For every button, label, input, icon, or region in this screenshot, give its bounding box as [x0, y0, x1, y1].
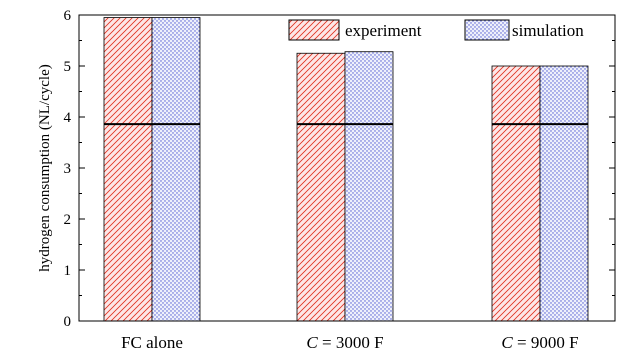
- x-tick-label-3: C = 9000 F: [501, 333, 578, 352]
- x-tick-label-2: C = 3000 F: [306, 333, 383, 352]
- y-tick-label: 6: [64, 8, 72, 24]
- legend-item-simulation: simulation: [464, 19, 584, 41]
- bar-experiment-3: [491, 65, 541, 322]
- legend-item-experiment: experiment: [288, 19, 422, 41]
- x-axis: FC alone C = 3000 F C = 9000 F: [121, 333, 579, 352]
- bar-simulation-2: [344, 51, 394, 322]
- y-tick-label: 4: [64, 110, 72, 126]
- bar-experiment-2: [296, 52, 346, 322]
- y-tick-label: 0: [64, 314, 72, 330]
- bar-simulation-1: [151, 17, 201, 322]
- y-tick-label: 3: [64, 161, 72, 177]
- x-tick-label-1: FC alone: [121, 333, 183, 352]
- y-axis: 0 1 2 3 4 5 6: [64, 8, 615, 330]
- y-tick-label: 1: [64, 263, 72, 279]
- y-axis-title: hydrogen consumption (NL/cycle): [37, 64, 53, 271]
- legend-swatch-experiment: [288, 19, 340, 41]
- bar-experiment-1: [103, 17, 153, 322]
- legend-label-experiment: experiment: [345, 21, 422, 40]
- bar-simulation-3: [539, 65, 589, 322]
- y-tick-label: 5: [64, 59, 72, 75]
- bars-layer: [103, 17, 589, 322]
- legend-swatch-simulation: [464, 19, 510, 41]
- legend-label-simulation: simulation: [512, 21, 584, 40]
- legend: experiment simulation: [288, 19, 584, 41]
- y-tick-label: 2: [64, 212, 72, 228]
